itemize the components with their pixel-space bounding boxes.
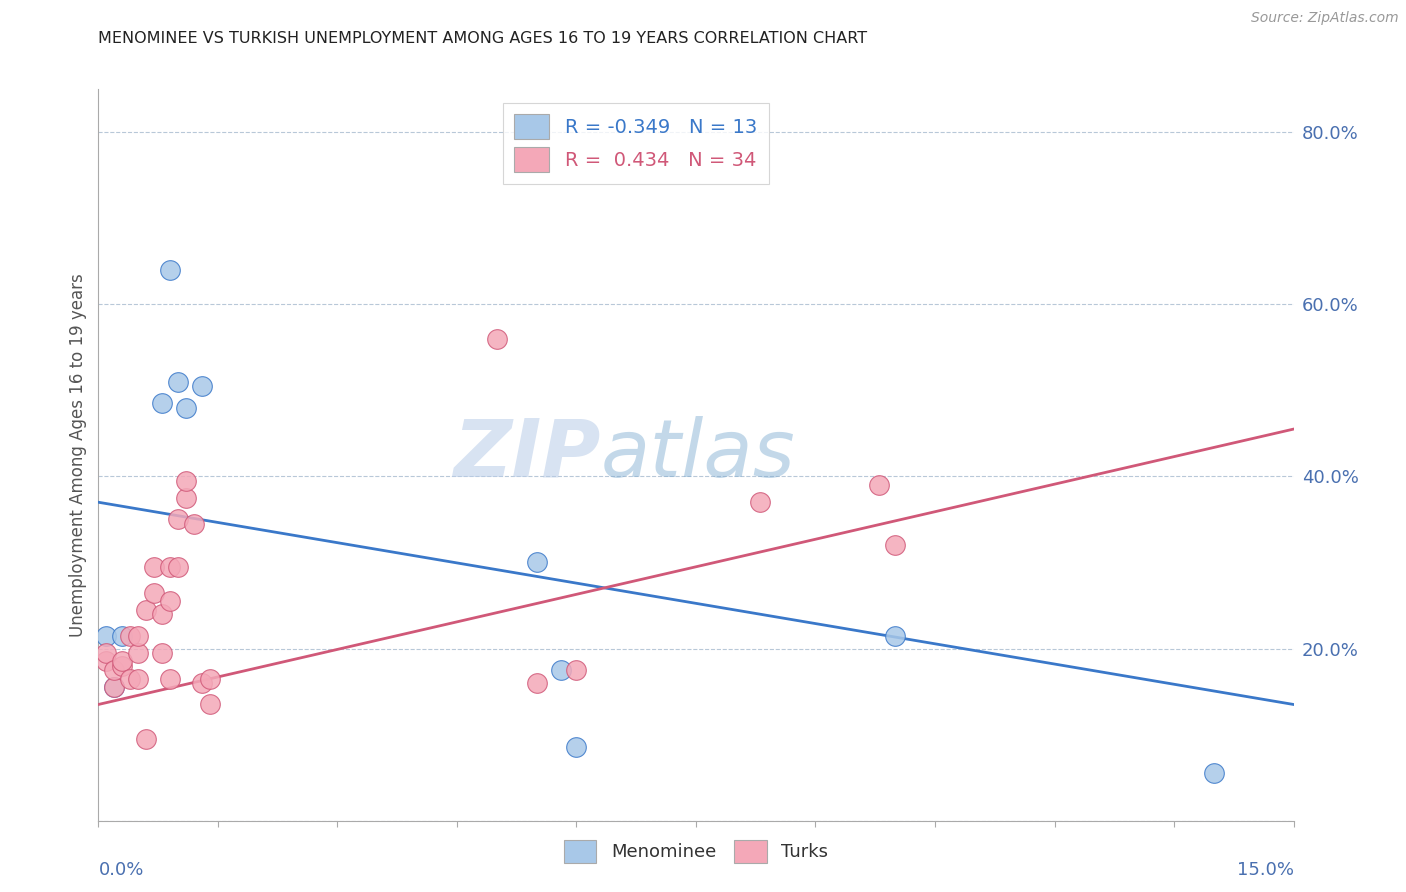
Text: 0.0%: 0.0% [98,861,143,879]
Text: atlas: atlas [600,416,796,494]
Point [174,474,197,488]
Point [159,672,181,686]
Text: 15.0%: 15.0% [1236,861,1294,879]
Point [526,676,548,690]
Point [565,663,588,677]
Point [96,655,118,669]
Point [748,495,770,509]
Point [159,263,181,277]
Point [550,663,572,677]
Point [167,512,190,526]
Point [526,556,548,570]
Point [183,516,205,531]
Text: ZIP: ZIP [453,416,600,494]
Point [127,629,149,643]
Point [120,672,142,686]
Point [103,663,125,677]
Text: Source: ZipAtlas.com: Source: ZipAtlas.com [1251,11,1399,25]
Point [127,646,149,660]
Point [111,655,134,669]
Point [127,672,149,686]
Point [150,646,173,660]
Point [884,629,907,643]
Point [143,559,166,574]
Point [159,559,181,574]
Point [868,478,890,492]
Point [174,491,197,505]
Point [111,658,134,673]
Point [167,559,190,574]
Point [111,629,134,643]
Point [485,332,508,346]
Point [103,680,125,694]
Point [96,646,118,660]
Point [198,672,221,686]
Point [884,538,907,552]
Y-axis label: Unemployment Among Ages 16 to 19 years: Unemployment Among Ages 16 to 19 years [69,273,87,637]
Point [167,375,190,389]
Point [103,680,125,694]
Point [150,607,173,621]
Point [96,629,118,643]
Text: MENOMINEE VS TURKISH UNEMPLOYMENT AMONG AGES 16 TO 19 YEARS CORRELATION CHART: MENOMINEE VS TURKISH UNEMPLOYMENT AMONG … [98,31,868,46]
Point [174,401,197,415]
Point [150,396,173,410]
Point [159,594,181,608]
Point [565,740,588,755]
Point [120,629,142,643]
Point [198,698,221,712]
Point [135,731,157,746]
Point [191,676,214,690]
Legend: Menominee, Turks: Menominee, Turks [553,829,839,874]
Point [1202,766,1225,780]
Point [191,379,214,393]
Point [135,603,157,617]
Point [143,585,166,599]
